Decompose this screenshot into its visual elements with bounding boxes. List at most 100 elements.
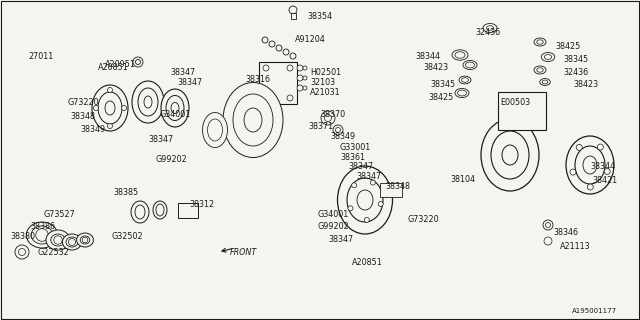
Text: 38345: 38345 [563,55,588,64]
Circle shape [269,41,275,47]
Ellipse shape [337,166,392,234]
Ellipse shape [455,52,465,58]
Ellipse shape [483,23,497,33]
Text: G73527: G73527 [44,210,76,219]
Circle shape [263,95,269,101]
Text: 32436: 32436 [563,68,588,77]
Circle shape [122,106,127,110]
Text: 38371: 38371 [308,122,333,131]
Circle shape [15,245,29,259]
Text: 38312: 38312 [189,200,214,209]
Ellipse shape [80,236,90,244]
Circle shape [604,169,610,174]
Text: G34001: G34001 [160,110,191,119]
Text: 38354: 38354 [307,12,332,21]
Circle shape [287,65,293,71]
Ellipse shape [171,102,179,114]
Ellipse shape [132,81,164,123]
Ellipse shape [166,95,184,121]
Circle shape [378,202,383,206]
Ellipse shape [583,156,597,174]
Circle shape [576,144,582,150]
Bar [178,203,198,218]
Ellipse shape [502,145,518,165]
Ellipse shape [575,146,605,184]
Text: 38421: 38421 [592,176,617,185]
Circle shape [263,65,269,71]
Ellipse shape [131,201,149,223]
Ellipse shape [161,89,189,127]
Text: G73220: G73220 [408,215,440,224]
Text: 38425: 38425 [555,42,580,51]
Text: 38349: 38349 [80,125,105,134]
Ellipse shape [542,80,548,84]
Circle shape [352,183,356,188]
Circle shape [297,65,303,71]
Ellipse shape [540,78,550,85]
Text: 38344: 38344 [590,162,615,171]
Circle shape [19,249,26,255]
Circle shape [82,237,88,243]
Text: A20851: A20851 [98,63,129,72]
Circle shape [108,87,113,92]
Ellipse shape [153,201,167,219]
Text: 38347: 38347 [148,135,173,144]
Bar [498,92,546,130]
Text: A195001177: A195001177 [572,308,617,314]
Text: 32103: 32103 [310,78,335,87]
Ellipse shape [455,88,469,98]
Circle shape [36,229,48,241]
Text: A20951: A20951 [105,60,136,69]
Text: 38370: 38370 [320,110,345,119]
Circle shape [371,180,376,185]
Ellipse shape [347,178,383,222]
Text: 38346: 38346 [553,228,578,237]
Ellipse shape [486,26,493,30]
Ellipse shape [138,88,158,116]
Ellipse shape [545,54,552,60]
Circle shape [543,220,553,230]
Ellipse shape [156,204,164,216]
Ellipse shape [31,226,52,244]
Ellipse shape [534,66,546,74]
Text: 38361: 38361 [340,153,365,162]
Text: 38345: 38345 [430,80,455,89]
Ellipse shape [223,83,283,157]
Ellipse shape [465,62,474,68]
Text: H02501: H02501 [310,68,341,77]
Circle shape [68,238,76,245]
Bar [291,13,296,19]
Bar [380,183,402,197]
Text: G99202: G99202 [155,155,187,164]
Ellipse shape [105,101,115,115]
Text: 38423: 38423 [423,63,448,72]
Ellipse shape [66,237,78,247]
Circle shape [333,125,343,135]
Ellipse shape [233,94,273,146]
Circle shape [348,206,353,211]
Text: G22532: G22532 [38,248,70,257]
Text: FRONT: FRONT [230,248,257,257]
Text: 38316: 38316 [245,75,270,84]
Text: 38423: 38423 [573,80,598,89]
Text: A21031: A21031 [310,88,340,97]
Circle shape [588,184,593,190]
Text: 38347: 38347 [170,68,195,77]
Circle shape [297,85,303,91]
Circle shape [303,86,307,90]
Ellipse shape [459,76,471,84]
Text: 38347: 38347 [328,235,353,244]
Circle shape [108,124,113,129]
Ellipse shape [202,113,227,148]
Ellipse shape [77,233,93,247]
Circle shape [290,53,296,59]
Ellipse shape [461,78,468,82]
Ellipse shape [463,60,477,69]
Circle shape [545,222,550,228]
Circle shape [335,127,340,132]
Circle shape [289,6,297,14]
Circle shape [321,111,335,125]
Circle shape [297,75,303,81]
Text: 38385: 38385 [113,188,138,197]
Ellipse shape [46,230,70,250]
